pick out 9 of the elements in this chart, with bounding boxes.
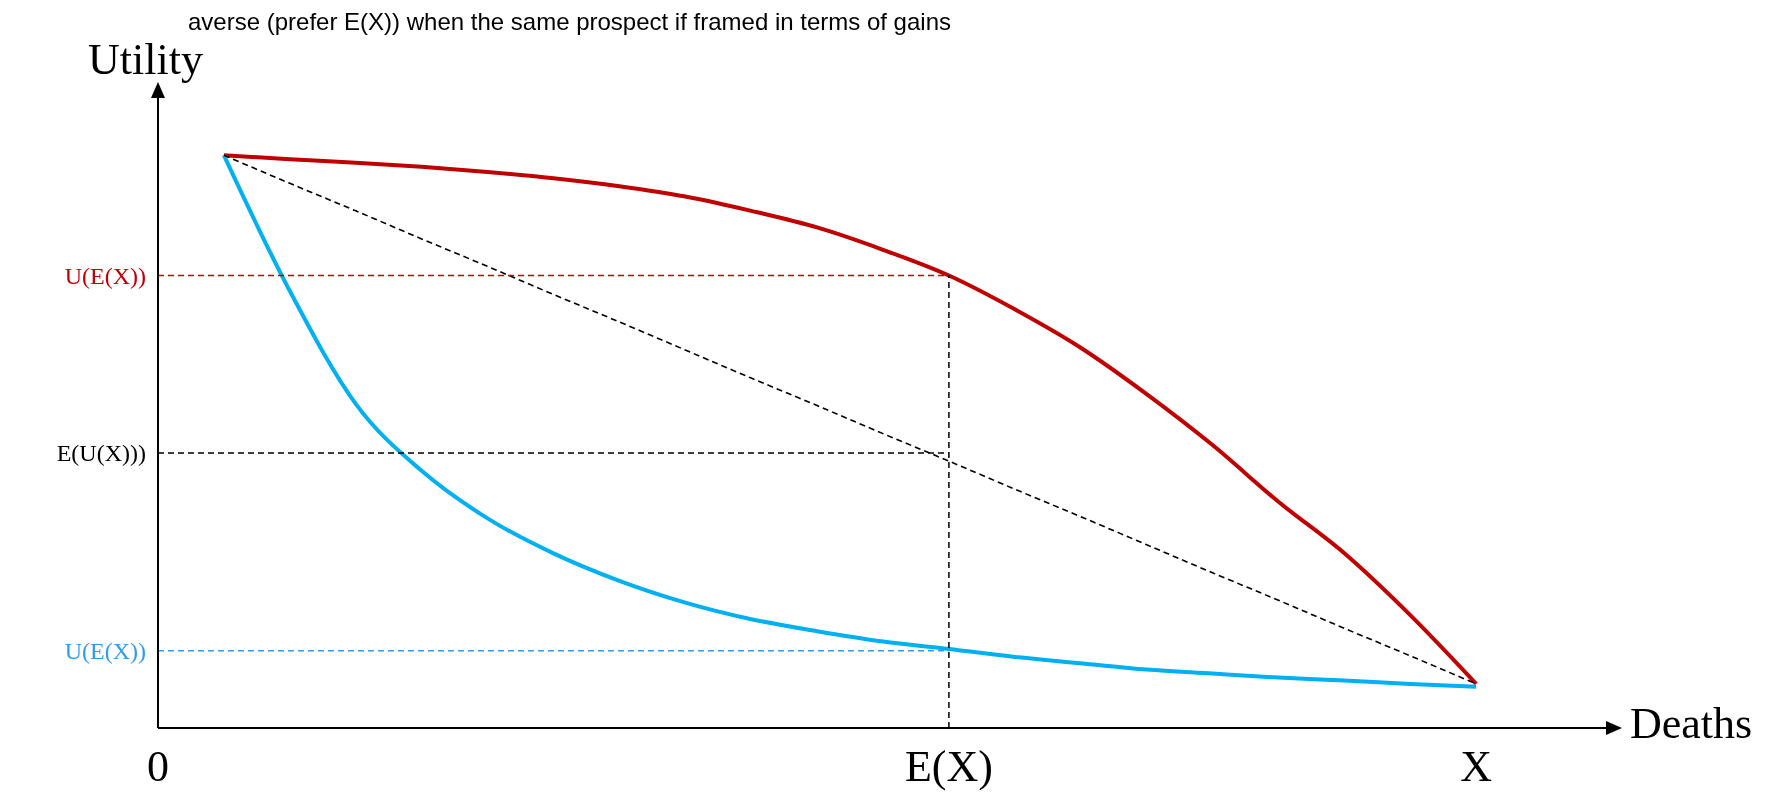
- x-axis-title: Deaths: [1630, 698, 1753, 749]
- chart-title: averse (prefer E(X)) when the same prospect if framed in terms of gains: [187, 8, 952, 37]
- x-tick-label: E(X): [904, 742, 993, 792]
- ref-line-label: E(U(X))): [56, 440, 146, 467]
- ref-line-label: U(E(X)): [64, 262, 146, 289]
- y-axis-title: Utility: [88, 34, 203, 85]
- x-tick-label: 0: [147, 742, 169, 792]
- x-tick-label: X: [1460, 742, 1493, 792]
- ref-line-label: U(E(X)): [64, 637, 146, 664]
